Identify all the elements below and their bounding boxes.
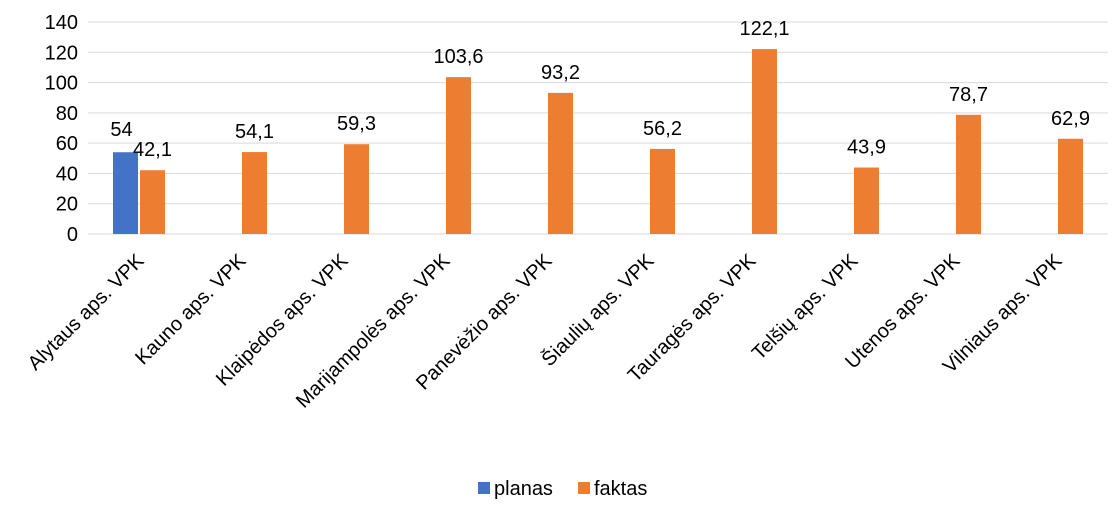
data-label-faktas: 56,2 [643, 118, 682, 140]
bar-faktas [752, 49, 777, 234]
data-label-faktas: 54,1 [235, 121, 274, 143]
bars [113, 49, 1083, 235]
data-label-faktas: 122,1 [739, 18, 789, 40]
legend-swatch-planas [478, 482, 490, 494]
data-label-faktas: 59,3 [337, 113, 376, 135]
data-label-faktas: 62,9 [1051, 108, 1090, 130]
data-label-planas: 54 [110, 119, 132, 141]
data-label-faktas: 93,2 [541, 62, 580, 84]
x-category-label: Kauno aps. VPK [131, 250, 251, 370]
bar-faktas [548, 92, 573, 235]
y-tick-label: 80 [56, 103, 78, 125]
bar-faktas [956, 114, 981, 234]
bar-faktas [854, 167, 879, 234]
data-label-faktas: 42,1 [133, 139, 172, 161]
data-label-faktas: 43,9 [847, 137, 886, 159]
bar-planas [113, 152, 138, 234]
legend: planas faktas [478, 478, 647, 500]
y-tick-label: 100 [45, 73, 78, 95]
x-category-label: Alytaus aps. VPK [24, 250, 149, 375]
bar-faktas [650, 148, 675, 234]
y-tick-label: 60 [56, 133, 78, 155]
x-category-label: Telšių aps. VPK [748, 250, 863, 365]
y-tick-label: 40 [56, 163, 78, 185]
legend-swatch-faktas [578, 482, 590, 494]
legend-label-faktas: faktas [594, 478, 647, 500]
bar-faktas [140, 170, 165, 234]
data-label-faktas: 78,7 [949, 84, 988, 106]
legend-label-planas: planas [494, 478, 553, 500]
bar-faktas [344, 144, 369, 234]
bar-faktas [1058, 138, 1083, 234]
x-category-label: Šiaulių aps. VPK [537, 249, 659, 371]
y-axis: 0 20 40 60 80 100 120 140 [45, 12, 1108, 246]
bar-faktas [446, 77, 471, 235]
y-tick-label: 140 [45, 12, 78, 34]
y-tick-label: 120 [45, 42, 78, 64]
y-tick-label: 20 [56, 194, 78, 216]
data-label-faktas: 103,6 [433, 46, 483, 68]
y-tick-label: 0 [67, 224, 78, 246]
bar-faktas [242, 152, 267, 234]
